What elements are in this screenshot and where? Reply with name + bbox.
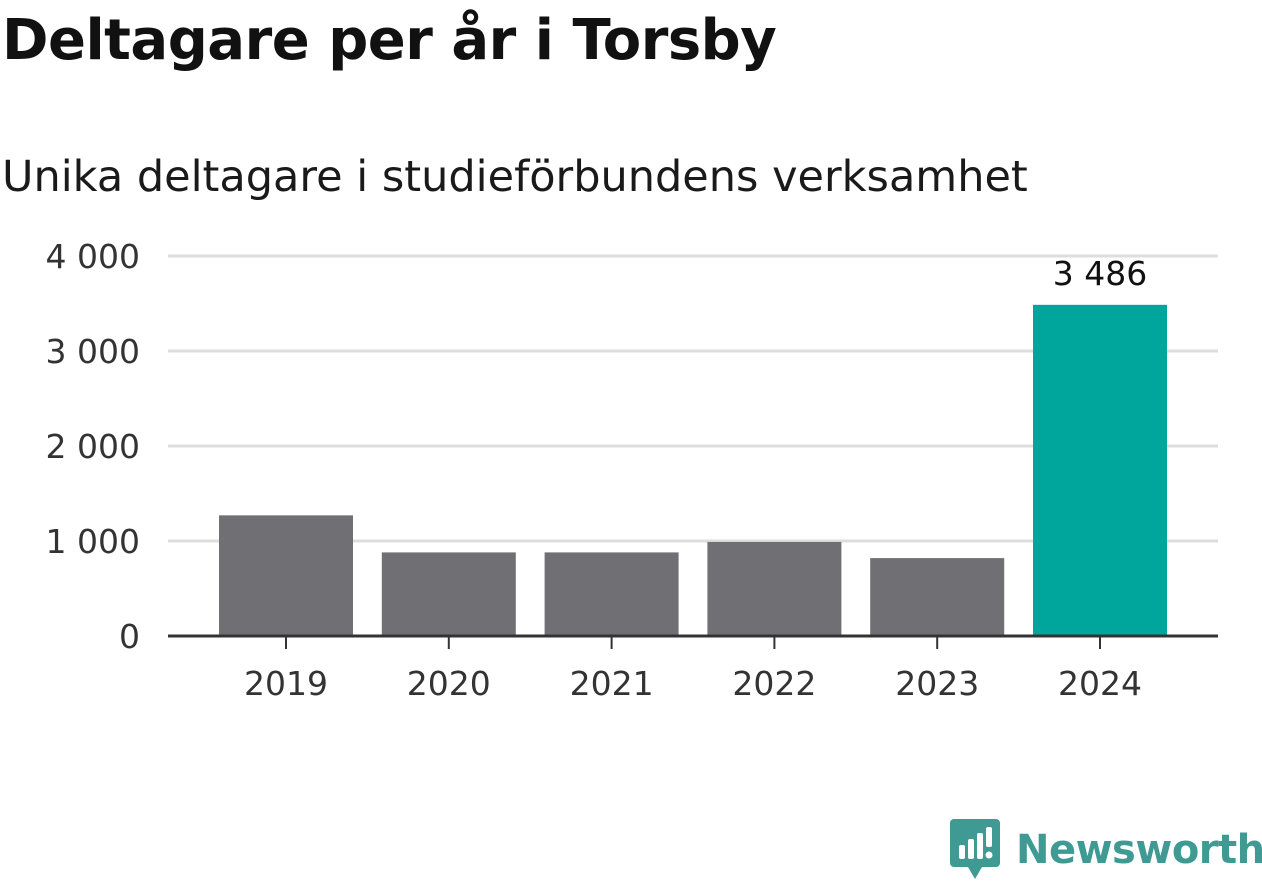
bar-2019	[219, 515, 353, 636]
x-axis: 2019 2020 2021 2022 2023 2024	[168, 634, 1218, 703]
x-tick-label: 2022	[732, 664, 816, 703]
x-tick-label: 2019	[244, 664, 328, 703]
y-tick-label: 2 000	[46, 427, 140, 466]
bar-2023	[870, 558, 1005, 636]
bar-2021	[544, 552, 679, 636]
x-tick-label: 2020	[407, 664, 491, 703]
y-tick-label: 0	[119, 617, 140, 656]
y-axis-tick-labels: 0 1 000 2 000 3 000 4 000	[46, 237, 140, 656]
y-tick-label: 4 000	[46, 237, 140, 276]
data-labels: 3 486	[1053, 254, 1147, 293]
x-tick-label: 2021	[570, 664, 654, 703]
chart-title: Deltagare per år i Torsby	[2, 8, 777, 73]
bars	[219, 304, 1167, 636]
y-tick-label: 1 000	[46, 522, 140, 561]
data-label-2024: 3 486	[1053, 254, 1147, 293]
bar-2020	[381, 552, 516, 636]
bar-2024	[1033, 304, 1167, 636]
y-tick-label: 3 000	[46, 332, 140, 371]
newsworthy-logo-icon	[950, 819, 1000, 879]
x-tick-label: 2023	[895, 664, 979, 703]
x-tick-label: 2024	[1058, 664, 1142, 703]
chart-subtitle: Unika deltagare i studieförbundens verks…	[2, 152, 1028, 202]
bar-2022	[707, 541, 842, 636]
newsworthy-logo: Newsworthy	[950, 818, 1262, 882]
newsworthy-logo-text: Newsworthy	[1016, 827, 1262, 873]
